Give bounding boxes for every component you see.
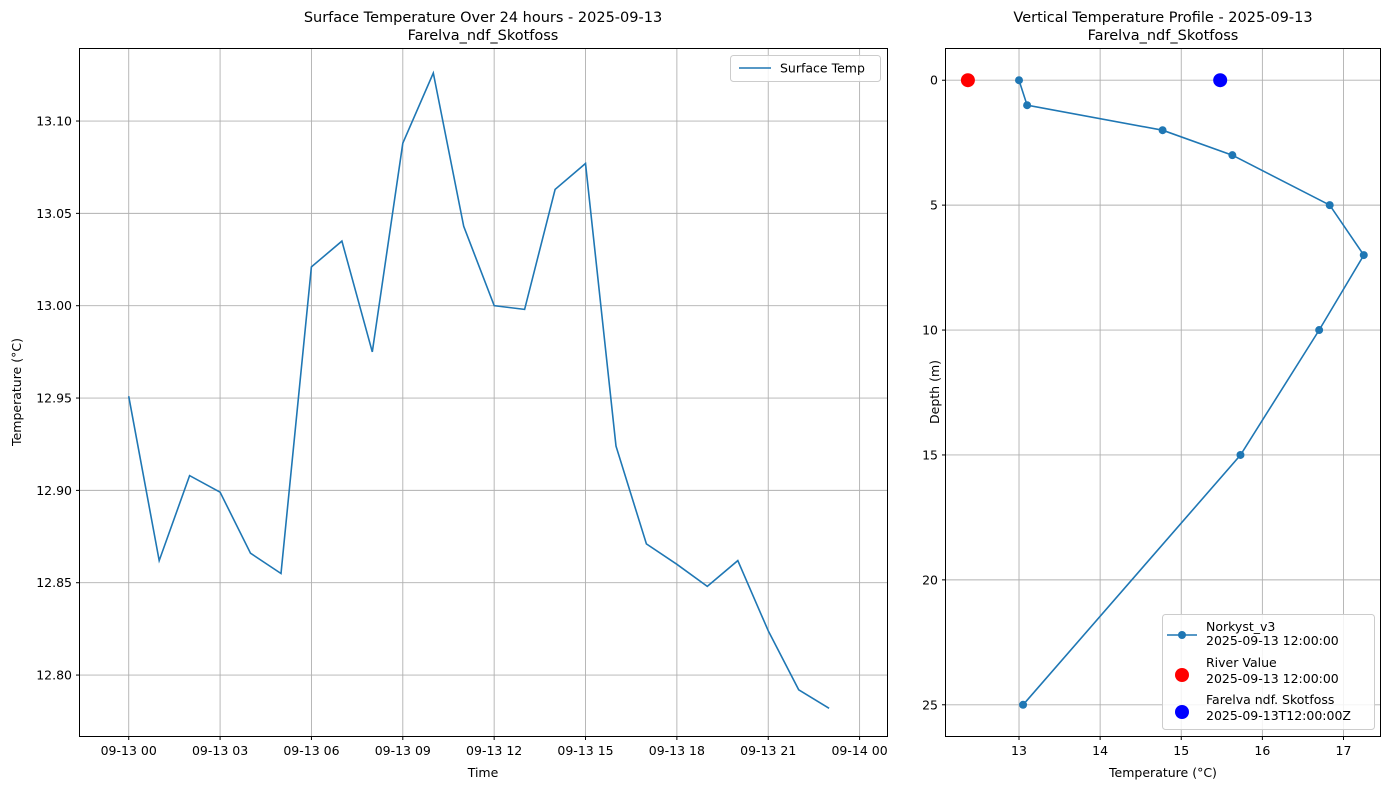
series-norkyst-v3-point [1158, 126, 1167, 135]
xtick-label: 09-13 12 [466, 743, 522, 758]
xtick-label: 13 [1011, 743, 1027, 758]
xtick-label: 16 [1254, 743, 1270, 758]
left-legend-box [730, 55, 881, 82]
left-chart-series [127, 70, 830, 709]
xtick-label: 09-13 21 [740, 743, 796, 758]
ytick-label: 10 [922, 323, 938, 338]
left-chart-legend: Surface Temp [730, 55, 881, 82]
ytick-label: 25 [922, 697, 938, 712]
xtick-label: 09-13 15 [557, 743, 613, 758]
right-chart-frame [945, 48, 1381, 737]
xtick-label: 17 [1336, 743, 1352, 758]
legend-river-time: 2025-09-13 12:00:00 [1206, 671, 1339, 686]
ytick-label: 15 [922, 447, 938, 462]
left-chart-title-line2: Farelva_ndf_Skotfoss [408, 28, 559, 44]
xtick-label: 09-13 00 [101, 743, 157, 758]
series-norkyst-v3-point [1015, 76, 1024, 85]
right-chart-title-line2: Farelva_ndf_Skotfoss [1088, 28, 1239, 44]
legend-river-swatch [1175, 668, 1189, 682]
series-norkyst-v3-point [1019, 700, 1028, 709]
right-chart-xlabel: Temperature (°C) [1108, 765, 1217, 780]
series-river-value-point [960, 73, 975, 88]
ytick-label: 5 [930, 198, 938, 213]
series-norkyst-v3-point [1228, 151, 1237, 160]
series-norkyst-v3-point [1359, 251, 1368, 260]
left-chart-frame [79, 48, 888, 737]
ytick-label: 12.95 [36, 391, 72, 406]
legend-norkyst-swatch-marker [1178, 631, 1186, 639]
ytick-label: 12.85 [36, 575, 72, 590]
series-farelva-ndf-skotfoss-point [1213, 73, 1228, 88]
ytick-label: 0 [930, 73, 938, 88]
legend-surface-temp-label: Surface Temp [780, 61, 865, 76]
xtick-label: 14 [1092, 743, 1108, 758]
surface-temperature-chart: Surface Temperature Over 24 hours - 2025… [9, 10, 888, 780]
legend-farelva-swatch [1175, 705, 1189, 719]
series-norkyst-v3-point [1023, 101, 1032, 110]
right-chart-legend: Norkyst_v3 2025-09-13 12:00:00 River Val… [1162, 614, 1375, 730]
xtick-label: 09-14 00 [831, 743, 887, 758]
xtick-label: 09-13 06 [283, 743, 339, 758]
left-chart-title-line1: Surface Temperature Over 24 hours - 2025… [304, 10, 662, 26]
vertical-profile-chart: Vertical Temperature Profile - 2025-09-1… [922, 10, 1381, 780]
ytick-label: 12.80 [36, 668, 72, 683]
legend-norkyst-name: Norkyst_v3 [1206, 619, 1275, 634]
series-surface-temp-line [127, 70, 830, 709]
left-chart-grid [80, 49, 887, 736]
legend-farelva-name: Farelva ndf. Skotfoss [1206, 692, 1334, 707]
xtick-label: 09-13 18 [649, 743, 705, 758]
ytick-label: 20 [922, 572, 938, 587]
legend-norkyst-time: 2025-09-13 12:00:00 [1206, 633, 1339, 648]
xtick-label: 15 [1173, 743, 1189, 758]
legend-river-name: River Value [1206, 655, 1277, 670]
ytick-label: 13.00 [36, 298, 72, 313]
right-chart-ticks: 13 14 15 16 17 0 5 10 15 20 25 [922, 73, 1351, 758]
right-chart-title-line1: Vertical Temperature Profile - 2025-09-1… [1013, 10, 1312, 26]
right-chart-ylabel: Depth (m) [927, 360, 942, 424]
right-chart-series [960, 73, 1368, 709]
series-norkyst-v3-point [1315, 326, 1324, 335]
ytick-label: 13.10 [36, 114, 72, 129]
legend-farelva-time: 2025-09-13T12:00:00Z [1206, 708, 1351, 723]
series-norkyst-v3-point [1236, 450, 1245, 459]
series-norkyst-v3-line [1018, 79, 1365, 706]
xtick-label: 09-13 03 [192, 743, 248, 758]
ytick-label: 13.05 [36, 206, 72, 221]
series-norkyst-v3-point [1325, 201, 1334, 210]
left-chart-ylabel: Temperature (°C) [9, 338, 24, 447]
right-legend-box [1162, 614, 1375, 730]
xtick-label: 09-13 09 [375, 743, 431, 758]
ytick-label: 12.90 [36, 483, 72, 498]
left-chart-xlabel: Time [467, 765, 499, 780]
left-chart-ticks: 09-13 00 09-13 03 09-13 06 09-13 09 09-13 12… [36, 114, 888, 758]
